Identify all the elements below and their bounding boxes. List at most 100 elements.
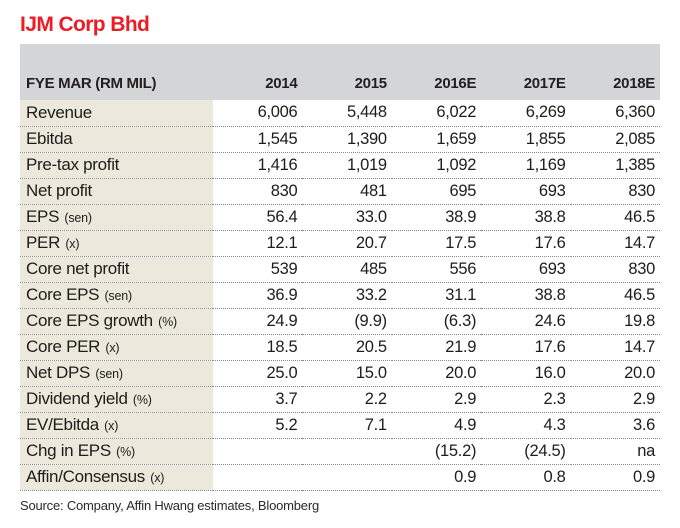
table-cell: 830 bbox=[570, 256, 660, 283]
table-cell: (24.5) bbox=[481, 438, 571, 465]
table-body: Revenue 6,006 5,448 6,022 6,269 6,360 Ebitda… bbox=[20, 100, 660, 491]
table-cell: 36.9 bbox=[213, 282, 303, 309]
table-row: Core EPS growth (%) 24.9 (9.9) (6.3) 24.6 19… bbox=[20, 308, 660, 335]
table-cell: 12.1 bbox=[213, 230, 303, 257]
table-cell: 24.9 bbox=[213, 308, 303, 335]
table-cell: 33.0 bbox=[302, 204, 392, 231]
table-cell: 556 bbox=[391, 256, 482, 283]
table-cell: 19.8 bbox=[570, 308, 660, 335]
table-cell: 1,092 bbox=[391, 152, 482, 179]
table-row: Chg in EPS (%) (15.2) (24.5) na bbox=[20, 438, 660, 465]
table-row: Affin/Consensus (x) 0.9 0.8 0.9 bbox=[20, 464, 660, 491]
row-label: EV/Ebitda (x) bbox=[20, 412, 213, 439]
table-cell: 695 bbox=[391, 178, 482, 205]
table-cell: 6,360 bbox=[570, 100, 660, 127]
table-cell: 14.7 bbox=[570, 230, 660, 257]
table-cell: 2,085 bbox=[570, 126, 660, 153]
financials-table: FYE MAR (RM MIL) 2014 2015 2016E 2017E 2018E … bbox=[20, 44, 660, 491]
table-cell bbox=[213, 438, 303, 465]
table-cell: 2.9 bbox=[391, 386, 482, 413]
table-cell: 38.8 bbox=[481, 282, 571, 309]
table-cell: 2.3 bbox=[481, 386, 571, 413]
table-cell: 20.0 bbox=[570, 360, 660, 387]
table-cell: 2.9 bbox=[570, 386, 660, 413]
table-cell: 1,545 bbox=[213, 126, 303, 153]
table-cell: 0.9 bbox=[391, 464, 482, 491]
table-cell: 24.6 bbox=[481, 308, 571, 335]
table-cell: 0.9 bbox=[570, 464, 660, 491]
table-row: Ebitda 1,545 1,390 1,659 1,855 2,085 bbox=[20, 126, 660, 153]
table-cell: 31.1 bbox=[391, 282, 482, 309]
row-label: Ebitda bbox=[20, 126, 213, 153]
row-unit: (x) bbox=[62, 237, 80, 251]
table-cell: 1,855 bbox=[481, 126, 571, 153]
table-cell: 3.6 bbox=[570, 412, 660, 439]
row-unit: (sen) bbox=[101, 289, 132, 303]
table-cell: 4.3 bbox=[481, 412, 571, 439]
table-cell: 38.8 bbox=[481, 204, 571, 231]
table-row: Core net profit 539 485 556 693 830 bbox=[20, 256, 660, 283]
row-label: Chg in EPS (%) bbox=[20, 438, 213, 465]
table-cell: 7.1 bbox=[302, 412, 392, 439]
table-cell: 18.5 bbox=[213, 334, 303, 361]
row-label: Dividend yield (%) bbox=[20, 386, 213, 413]
table-cell: 1,385 bbox=[570, 152, 660, 179]
table-cell: (9.9) bbox=[302, 308, 392, 335]
table-cell: 6,022 bbox=[391, 100, 482, 127]
table-cell: 2.2 bbox=[302, 386, 392, 413]
table-header-row: FYE MAR (RM MIL) 2014 2015 2016E 2017E 2018E bbox=[20, 44, 660, 100]
table-row: Net profit 830 481 695 693 830 bbox=[20, 178, 660, 205]
table-row: Pre-tax profit 1,416 1,019 1,092 1,169 1,385 bbox=[20, 152, 660, 179]
table-cell: 830 bbox=[570, 178, 660, 205]
table-cell: 21.9 bbox=[391, 334, 482, 361]
table-cell: 693 bbox=[481, 178, 571, 205]
row-label: Net profit bbox=[20, 178, 213, 205]
row-unit: (%) bbox=[154, 315, 177, 329]
table-cell: 0.8 bbox=[481, 464, 571, 491]
table-cell: 4.9 bbox=[391, 412, 482, 439]
table-cell: 6,006 bbox=[213, 100, 303, 127]
financial-summary-panel: IJM Corp Bhd FYE MAR (RM MIL) 2014 2015 201… bbox=[0, 13, 680, 513]
row-label: Affin/Consensus (x) bbox=[20, 464, 213, 491]
table-cell: 5,448 bbox=[302, 100, 392, 127]
table-row: Net DPS (sen) 25.0 15.0 20.0 16.0 20.0 bbox=[20, 360, 660, 387]
table-cell: 46.5 bbox=[570, 204, 660, 231]
table-cell: 481 bbox=[302, 178, 392, 205]
table-cell: na bbox=[570, 438, 660, 465]
table-cell: 25.0 bbox=[213, 360, 303, 387]
source-note: Source: Company, Affin Hwang estimates, … bbox=[20, 497, 319, 513]
table-row: Core PER (x) 18.5 20.5 21.9 17.6 14.7 bbox=[20, 334, 660, 361]
page-title: IJM Corp Bhd bbox=[20, 13, 150, 36]
row-unit: (%) bbox=[129, 393, 152, 407]
table-cell: 17.6 bbox=[481, 230, 571, 257]
table-row: Core EPS (sen) 36.9 33.2 31.1 38.8 46.5 bbox=[20, 282, 660, 309]
table-cell: 1,169 bbox=[481, 152, 571, 179]
table-cell: 17.5 bbox=[391, 230, 482, 257]
column-header: 2016E bbox=[391, 44, 482, 100]
table-cell: 3.7 bbox=[213, 386, 303, 413]
table-row: EPS (sen) 56.4 33.0 38.9 38.8 46.5 bbox=[20, 204, 660, 231]
table-cell bbox=[302, 464, 392, 491]
table-cell: 830 bbox=[213, 178, 303, 205]
table-cell: 1,659 bbox=[391, 126, 482, 153]
column-header: 2014 bbox=[213, 44, 303, 100]
table-cell: 5.2 bbox=[213, 412, 303, 439]
table-cell: 693 bbox=[481, 256, 571, 283]
row-label: PER (x) bbox=[20, 230, 213, 257]
table-cell: 38.9 bbox=[391, 204, 482, 231]
table-cell: 485 bbox=[302, 256, 392, 283]
row-label: Pre-tax profit bbox=[20, 152, 213, 179]
table-cell: 1,019 bbox=[302, 152, 392, 179]
table-row: EV/Ebitda (x) 5.2 7.1 4.9 4.3 3.6 bbox=[20, 412, 660, 439]
table-cell: 33.2 bbox=[302, 282, 392, 309]
table-cell: 46.5 bbox=[570, 282, 660, 309]
table-cell bbox=[213, 464, 303, 491]
table-cell: 17.6 bbox=[481, 334, 571, 361]
column-header: 2018E bbox=[570, 44, 660, 100]
column-header: 2015 bbox=[302, 44, 392, 100]
table-cell: 6,269 bbox=[481, 100, 571, 127]
table-cell: 20.7 bbox=[302, 230, 392, 257]
table-cell: (6.3) bbox=[391, 308, 482, 335]
column-header: FYE MAR (RM MIL) bbox=[20, 44, 213, 100]
table-cell bbox=[302, 438, 392, 465]
